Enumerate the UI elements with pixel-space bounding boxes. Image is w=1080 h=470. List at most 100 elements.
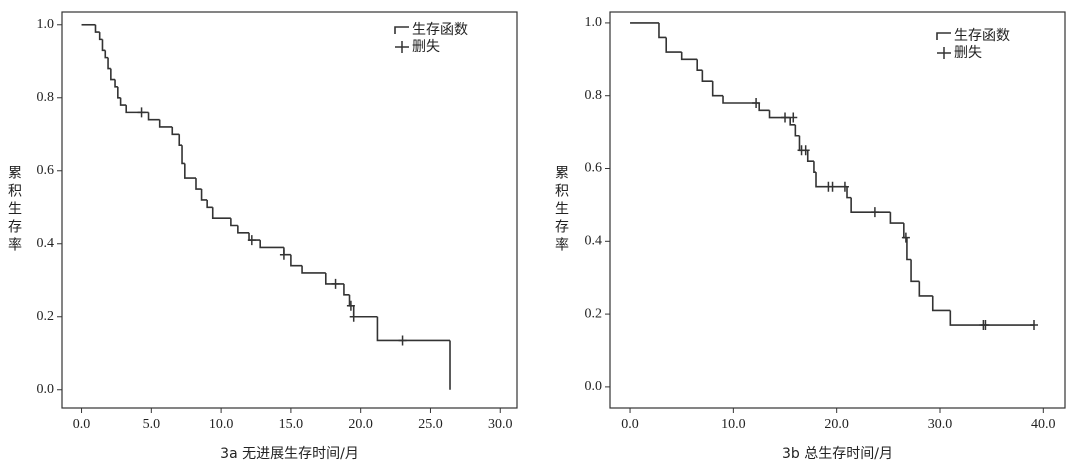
y-tick-label: 0.4	[585, 234, 603, 249]
y-tick-label: 0.8	[37, 90, 55, 105]
survival-step	[931, 295, 951, 312]
censor-mark	[840, 181, 849, 192]
censor-mark	[1030, 320, 1039, 331]
survival-step	[789, 117, 796, 126]
survival-step	[806, 150, 814, 163]
survival-step	[918, 281, 933, 297]
survival-step	[117, 86, 121, 99]
legend-label: 删失	[954, 45, 982, 61]
y-tick-label: 0.2	[37, 309, 55, 324]
legend-label: 删失	[412, 39, 440, 55]
survival-step	[110, 68, 116, 81]
legend-symbol	[936, 32, 951, 40]
chart-panel: 0.0 5.0 10.0 15.0 20.0 25.0 30.0 0.0 0.2 0.4 0.6 0.…	[6, 11, 518, 462]
survival-step	[248, 232, 261, 241]
survival-step	[114, 79, 118, 88]
survival-step	[910, 259, 920, 283]
censor-mark	[279, 249, 288, 260]
survival-step	[815, 172, 848, 188]
y-axis-label: 累积生存率	[6, 165, 22, 255]
survival-step	[211, 207, 231, 220]
survival-step	[889, 212, 904, 224]
survival-step	[696, 59, 703, 72]
survival-step	[846, 186, 852, 199]
x-axis-label: 3a 无进展生存时间/月	[220, 446, 359, 462]
y-tick-label: 0.2	[585, 306, 603, 321]
censor-mark	[752, 97, 761, 108]
y-tick-label: 1.0	[585, 15, 603, 30]
legend-symbol	[394, 26, 409, 34]
survival-step	[237, 225, 250, 234]
plot-frame	[61, 11, 518, 409]
survival-step	[171, 126, 180, 136]
plot-frame	[609, 11, 1066, 409]
survival-step	[184, 163, 196, 179]
y-tick-label: 0.0	[585, 379, 603, 394]
survival-step	[98, 32, 103, 41]
x-tick-label: 20.0	[348, 417, 373, 432]
survival-step	[195, 178, 202, 190]
censor-mark	[801, 145, 810, 156]
legend-symbol	[937, 47, 951, 59]
censor-mark	[247, 235, 256, 246]
x-tick-label: 5.0	[143, 417, 161, 432]
survival-step	[147, 112, 160, 121]
survival-step	[259, 240, 284, 249]
survival-step	[949, 310, 1035, 326]
y-tick-label: 0.4	[37, 236, 55, 251]
x-tick-label: 40.0	[1031, 417, 1056, 432]
censor-mark	[901, 232, 910, 243]
survival-step	[101, 39, 106, 52]
survival-step	[794, 124, 800, 137]
x-tick-label: 15.0	[279, 417, 304, 432]
x-tick-label: 20.0	[824, 417, 849, 432]
survival-step	[906, 237, 912, 261]
survival-step	[813, 161, 817, 173]
y-axis-label: 累积生存率	[553, 165, 569, 255]
survival-step	[94, 24, 100, 33]
survival-step	[343, 283, 350, 296]
survival-step	[798, 135, 808, 152]
x-tick-label: 0.0	[73, 417, 91, 432]
censor-mark	[828, 181, 837, 192]
censor-mark	[137, 107, 146, 118]
x-axis-label: 3b 总生存时间/月	[782, 446, 893, 462]
survival-step	[722, 95, 760, 104]
survival-step	[376, 316, 451, 342]
x-tick-label: 25.0	[418, 417, 443, 432]
survival-step	[658, 22, 667, 39]
y-tick-label: 0.8	[585, 88, 603, 103]
survival-step	[301, 265, 326, 274]
x-tick-label: 10.0	[209, 417, 234, 432]
survival-step	[701, 70, 713, 82]
survival-step	[104, 50, 109, 59]
legend-symbol	[395, 41, 409, 53]
survival-step	[665, 37, 682, 53]
x-tick-label: 30.0	[488, 417, 513, 432]
survival-step	[107, 57, 111, 70]
y-tick-label: 0.6	[37, 163, 55, 178]
censor-mark	[981, 320, 990, 331]
censor-mark	[870, 207, 879, 218]
survival-step	[711, 81, 724, 97]
survival-step	[230, 218, 238, 227]
x-tick-label: 30.0	[928, 417, 953, 432]
x-tick-label: 0.0	[621, 417, 639, 432]
survival-step	[206, 199, 213, 209]
censor-mark	[789, 112, 798, 123]
survival-step	[119, 97, 127, 106]
y-tick-label: 0.0	[37, 382, 55, 397]
survival-step	[158, 119, 173, 128]
survival-step	[181, 145, 185, 165]
survival-step	[850, 197, 891, 213]
x-tick-label: 10.0	[721, 417, 746, 432]
y-tick-label: 0.6	[585, 161, 603, 176]
survival-step	[290, 254, 303, 267]
survival-step	[283, 247, 291, 256]
survival-step	[178, 134, 183, 147]
legend-label: 生存函数	[954, 28, 1010, 44]
survival-step	[125, 105, 149, 114]
censor-mark	[349, 311, 358, 322]
survival-step	[680, 52, 698, 61]
